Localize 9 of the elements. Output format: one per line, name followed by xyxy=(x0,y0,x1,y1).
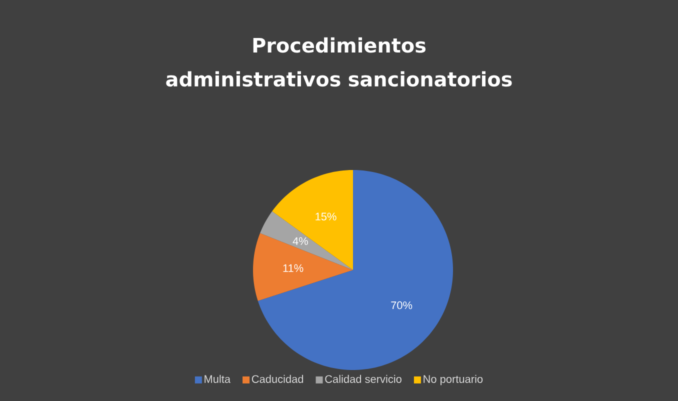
legend-label: Caducidad xyxy=(252,374,304,383)
data-label: 11% xyxy=(283,264,304,272)
legend-label: Multa xyxy=(204,374,231,383)
data-label: 70% xyxy=(391,301,412,310)
data-label: 15% xyxy=(316,212,336,220)
legend-label: Calidad servicio xyxy=(325,374,402,383)
data-label: 4% xyxy=(292,237,308,245)
chart-title: Procedimientos administrativos sancionatorios xyxy=(166,37,512,87)
legend-label: No portuario xyxy=(424,374,483,386)
